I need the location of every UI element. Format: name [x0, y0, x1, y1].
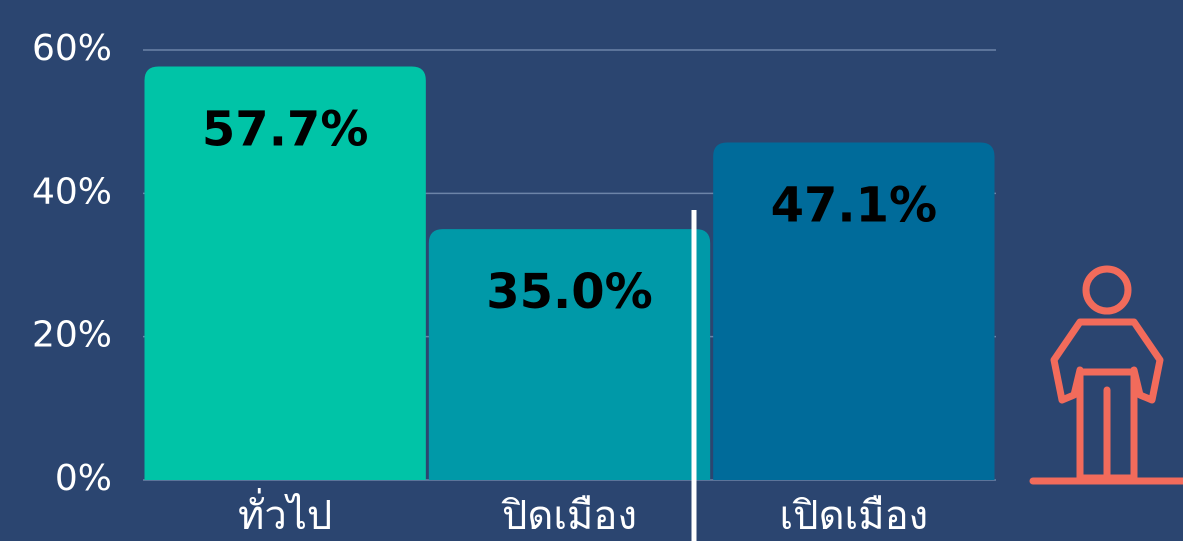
bar [144, 66, 426, 480]
y-tick-label: 40% [32, 171, 112, 212]
bar [713, 142, 995, 480]
bars [144, 66, 995, 480]
value-label: 47.1% [771, 177, 938, 233]
y-tick-label: 0% [55, 458, 112, 499]
x-tick-label: ปิดเมือง [502, 493, 637, 539]
y-tick-label: 60% [32, 28, 112, 69]
value-label: 35.0% [486, 264, 653, 320]
x-tick-label: เปิดเมือง [780, 493, 929, 539]
x-tick-label: ทั่วไป [238, 488, 332, 539]
bar [428, 229, 711, 480]
value-label: 57.7% [202, 101, 369, 157]
person-icon [1029, 265, 1183, 485]
y-tick-label: 20% [32, 315, 112, 356]
